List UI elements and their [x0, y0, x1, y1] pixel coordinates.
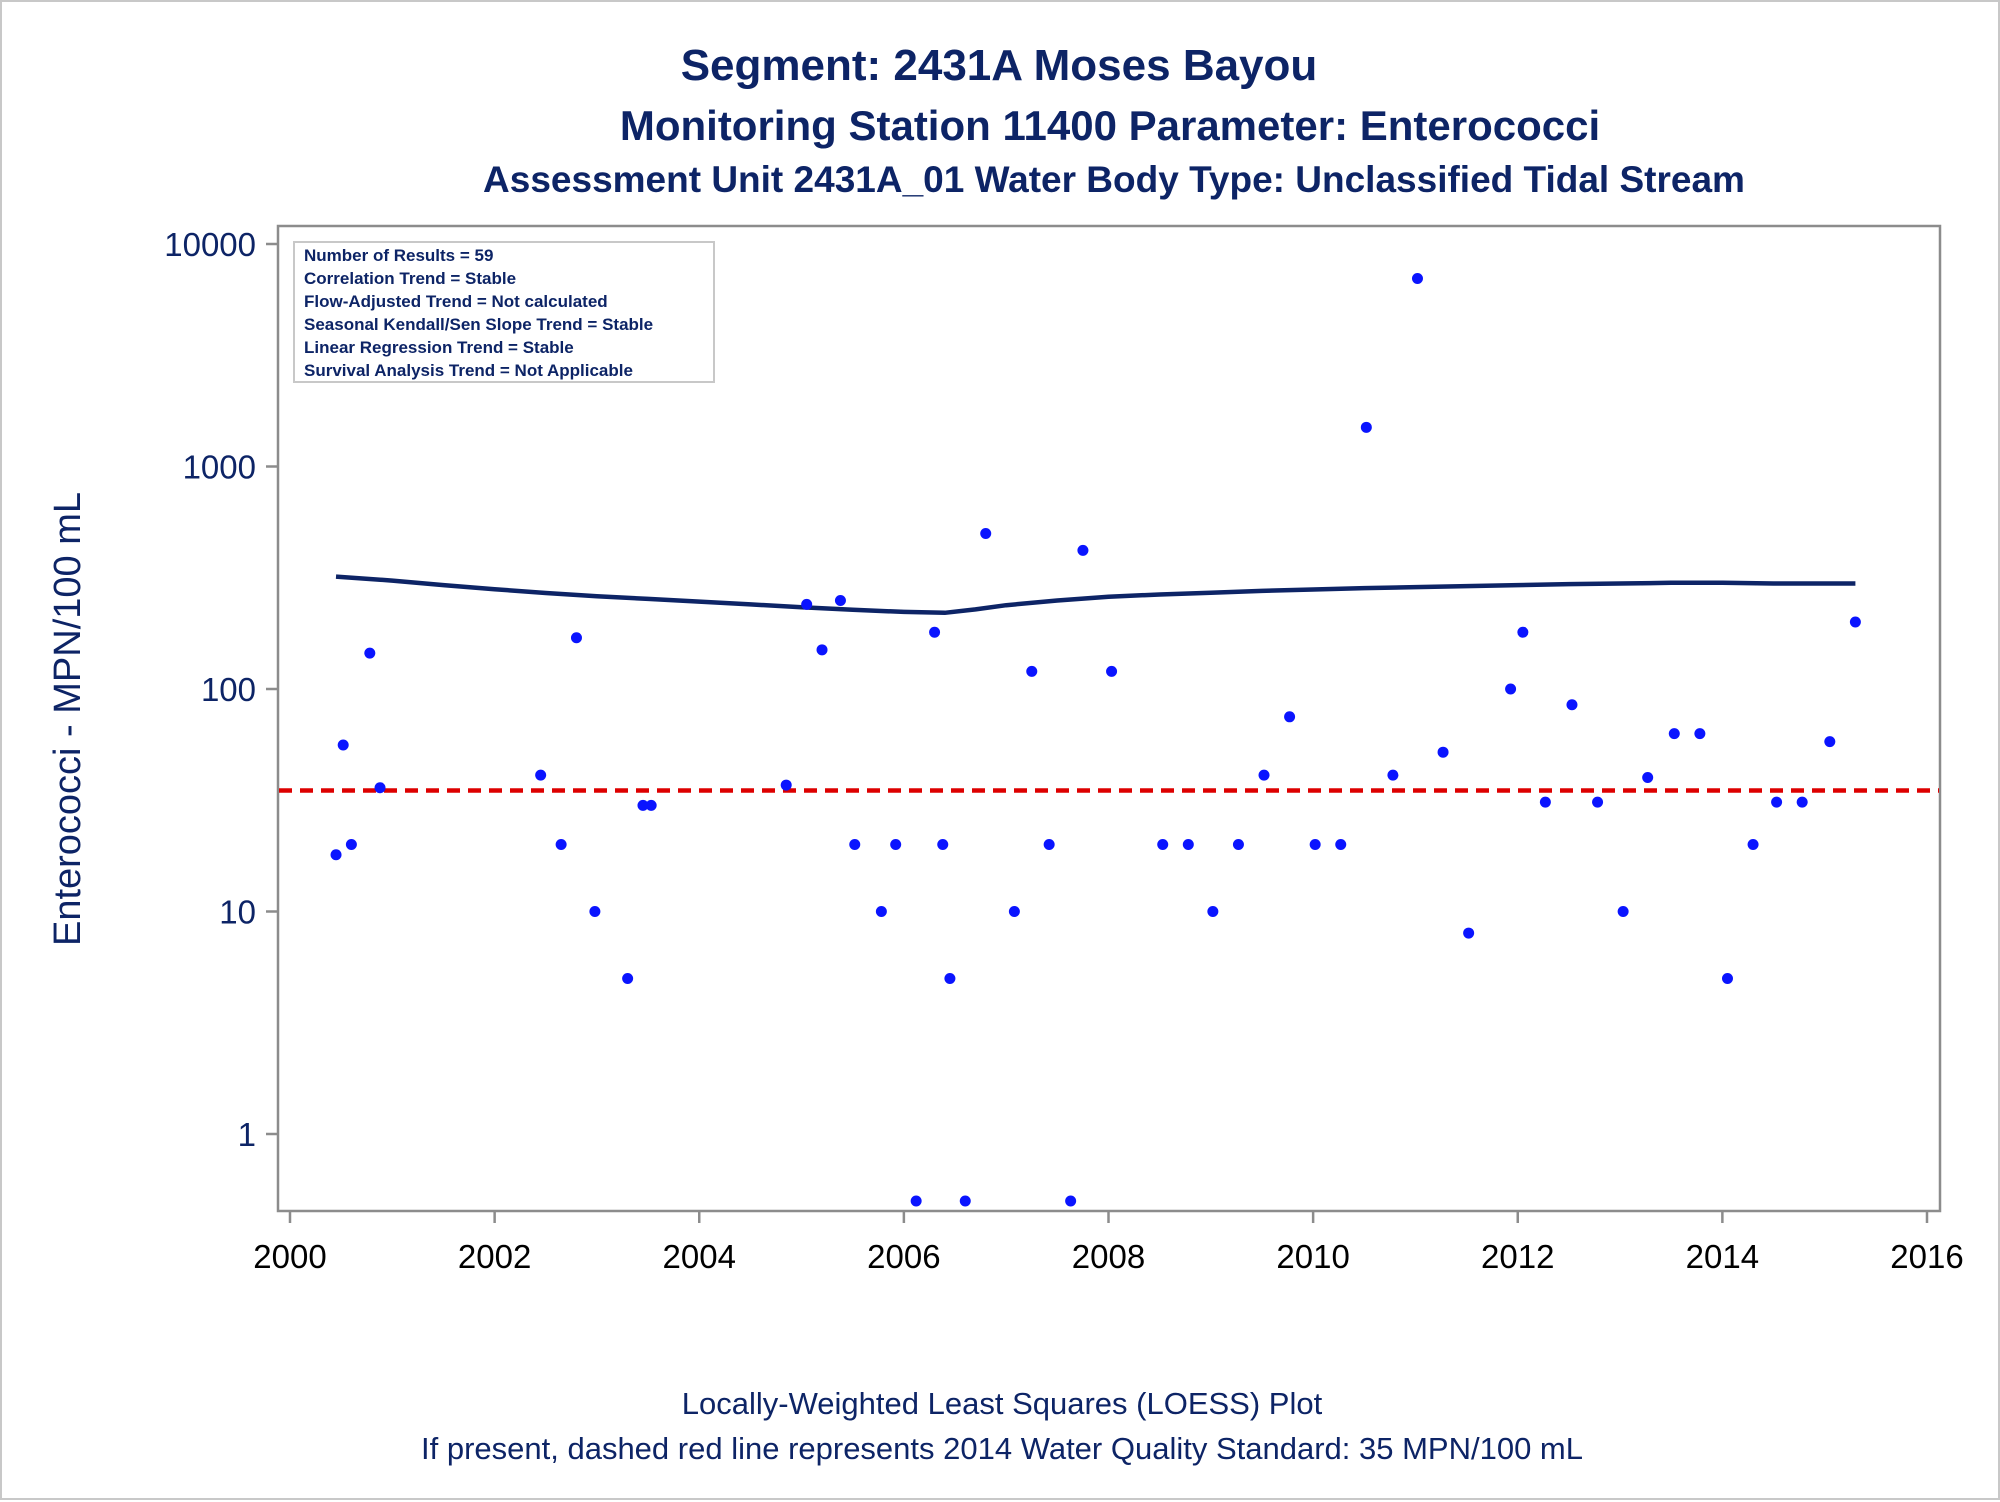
- data-point: [1258, 769, 1270, 781]
- data-point: [890, 839, 902, 851]
- x-tick-label: 2008: [1072, 1238, 1145, 1275]
- data-point: [1437, 746, 1449, 758]
- y-axis-label: Enterococci - MPN/100 mL: [47, 492, 89, 946]
- stats-box: [293, 241, 715, 383]
- data-point: [875, 906, 887, 917]
- data-point: [834, 594, 846, 606]
- y-tick-label: 1: [238, 1116, 256, 1153]
- plot-marks: [279, 272, 1939, 1207]
- data-point: [1182, 839, 1194, 851]
- y-tick-label: 10: [219, 894, 256, 931]
- data-point: [1771, 796, 1783, 808]
- footer-loess-note: Locally-Weighted Least Squares (LOESS) P…: [682, 1386, 1323, 1421]
- x-tick-label: 2002: [458, 1238, 531, 1275]
- data-point: [1008, 906, 1020, 917]
- data-point: [374, 782, 386, 794]
- x-tick-label: 2016: [1890, 1238, 1963, 1275]
- data-point: [910, 1195, 922, 1207]
- data-point: [637, 799, 649, 811]
- data-point: [1284, 711, 1296, 723]
- x-axis: 2000 2002 2004 2006 2008 2010 2012 2014 2016: [253, 1211, 1964, 1275]
- data-point: [1849, 616, 1861, 628]
- y-tick-label: 1000: [183, 449, 256, 486]
- data-point: [1824, 736, 1836, 748]
- y-tick-label: 10000: [164, 226, 256, 263]
- data-point: [980, 527, 992, 539]
- data-point: [1694, 728, 1706, 740]
- x-tick-label: 2010: [1276, 1238, 1349, 1275]
- data-point: [364, 647, 376, 659]
- stats-line: Linear Regression Trend = Stable: [304, 338, 574, 357]
- data-point: [1309, 839, 1321, 851]
- data-point: [937, 839, 949, 851]
- data-point: [1232, 839, 1244, 851]
- data-point: [1463, 927, 1475, 939]
- data-point: [570, 632, 582, 644]
- stats-line: Flow-Adjusted Trend = Not calculated: [304, 292, 608, 311]
- data-point: [622, 972, 634, 984]
- data-point: [1065, 1195, 1077, 1207]
- data-point: [1517, 626, 1529, 638]
- data-point: [330, 849, 342, 861]
- data-point: [1157, 839, 1169, 851]
- data-point: [1026, 665, 1038, 677]
- data-point: [1796, 796, 1808, 808]
- data-point: [589, 906, 601, 917]
- data-point: [1617, 906, 1629, 917]
- data-point: [1207, 906, 1219, 917]
- stats-line: Survival Analysis Trend = Not Applicable: [304, 361, 633, 380]
- data-point: [944, 972, 956, 984]
- footer-standard-note: If present, dashed red line represents 2…: [421, 1431, 1583, 1466]
- y-axis: 1 10 100 1000 10000: [164, 226, 278, 1153]
- data-point: [1043, 839, 1055, 851]
- data-point: [1387, 769, 1399, 781]
- data-point: [1335, 839, 1347, 851]
- chart-title: Segment: 2431A Moses Bayou: [681, 41, 1318, 90]
- stats-line: Seasonal Kendall/Sen Slope Trend = Stabl…: [304, 315, 653, 334]
- x-tick-label: 2012: [1481, 1238, 1554, 1275]
- data-point: [1539, 796, 1551, 808]
- data-point: [1747, 839, 1759, 851]
- data-point: [535, 769, 547, 781]
- data-point: [1592, 796, 1604, 808]
- stats-box-lines: Number of Results = 59 Correlation Trend …: [304, 246, 653, 380]
- chart-subtitle-station: Monitoring Station 11400 Parameter: Ente…: [620, 102, 1600, 149]
- data-point: [1721, 972, 1733, 984]
- x-tick-label: 2000: [253, 1238, 326, 1275]
- data-point: [1642, 772, 1654, 784]
- chart-subtitle-assessment: Assessment Unit 2431A_01 Water Body Type…: [483, 159, 1745, 200]
- data-point: [780, 779, 792, 791]
- data-point: [1411, 272, 1423, 284]
- data-point: [337, 739, 349, 751]
- data-point: [959, 1195, 971, 1207]
- stats-line: Number of Results = 59: [304, 246, 493, 265]
- x-tick-label: 2006: [867, 1238, 940, 1275]
- data-point: [1505, 683, 1517, 695]
- data-point: [1360, 421, 1372, 433]
- data-point: [1566, 699, 1578, 711]
- data-point: [555, 839, 567, 851]
- loess-line: [335, 574, 1856, 616]
- data-point: [801, 598, 813, 610]
- stats-line: Correlation Trend = Stable: [304, 269, 516, 288]
- data-point: [816, 644, 828, 656]
- data-point: [1668, 728, 1680, 740]
- data-point: [849, 839, 861, 851]
- x-tick-label: 2004: [663, 1238, 736, 1275]
- y-tick-label: 100: [201, 671, 256, 708]
- data-point: [645, 799, 657, 811]
- data-point: [929, 626, 941, 638]
- x-tick-label: 2014: [1686, 1238, 1759, 1275]
- data-point: [345, 839, 357, 851]
- data-point: [1106, 665, 1118, 677]
- data-point: [1077, 544, 1089, 556]
